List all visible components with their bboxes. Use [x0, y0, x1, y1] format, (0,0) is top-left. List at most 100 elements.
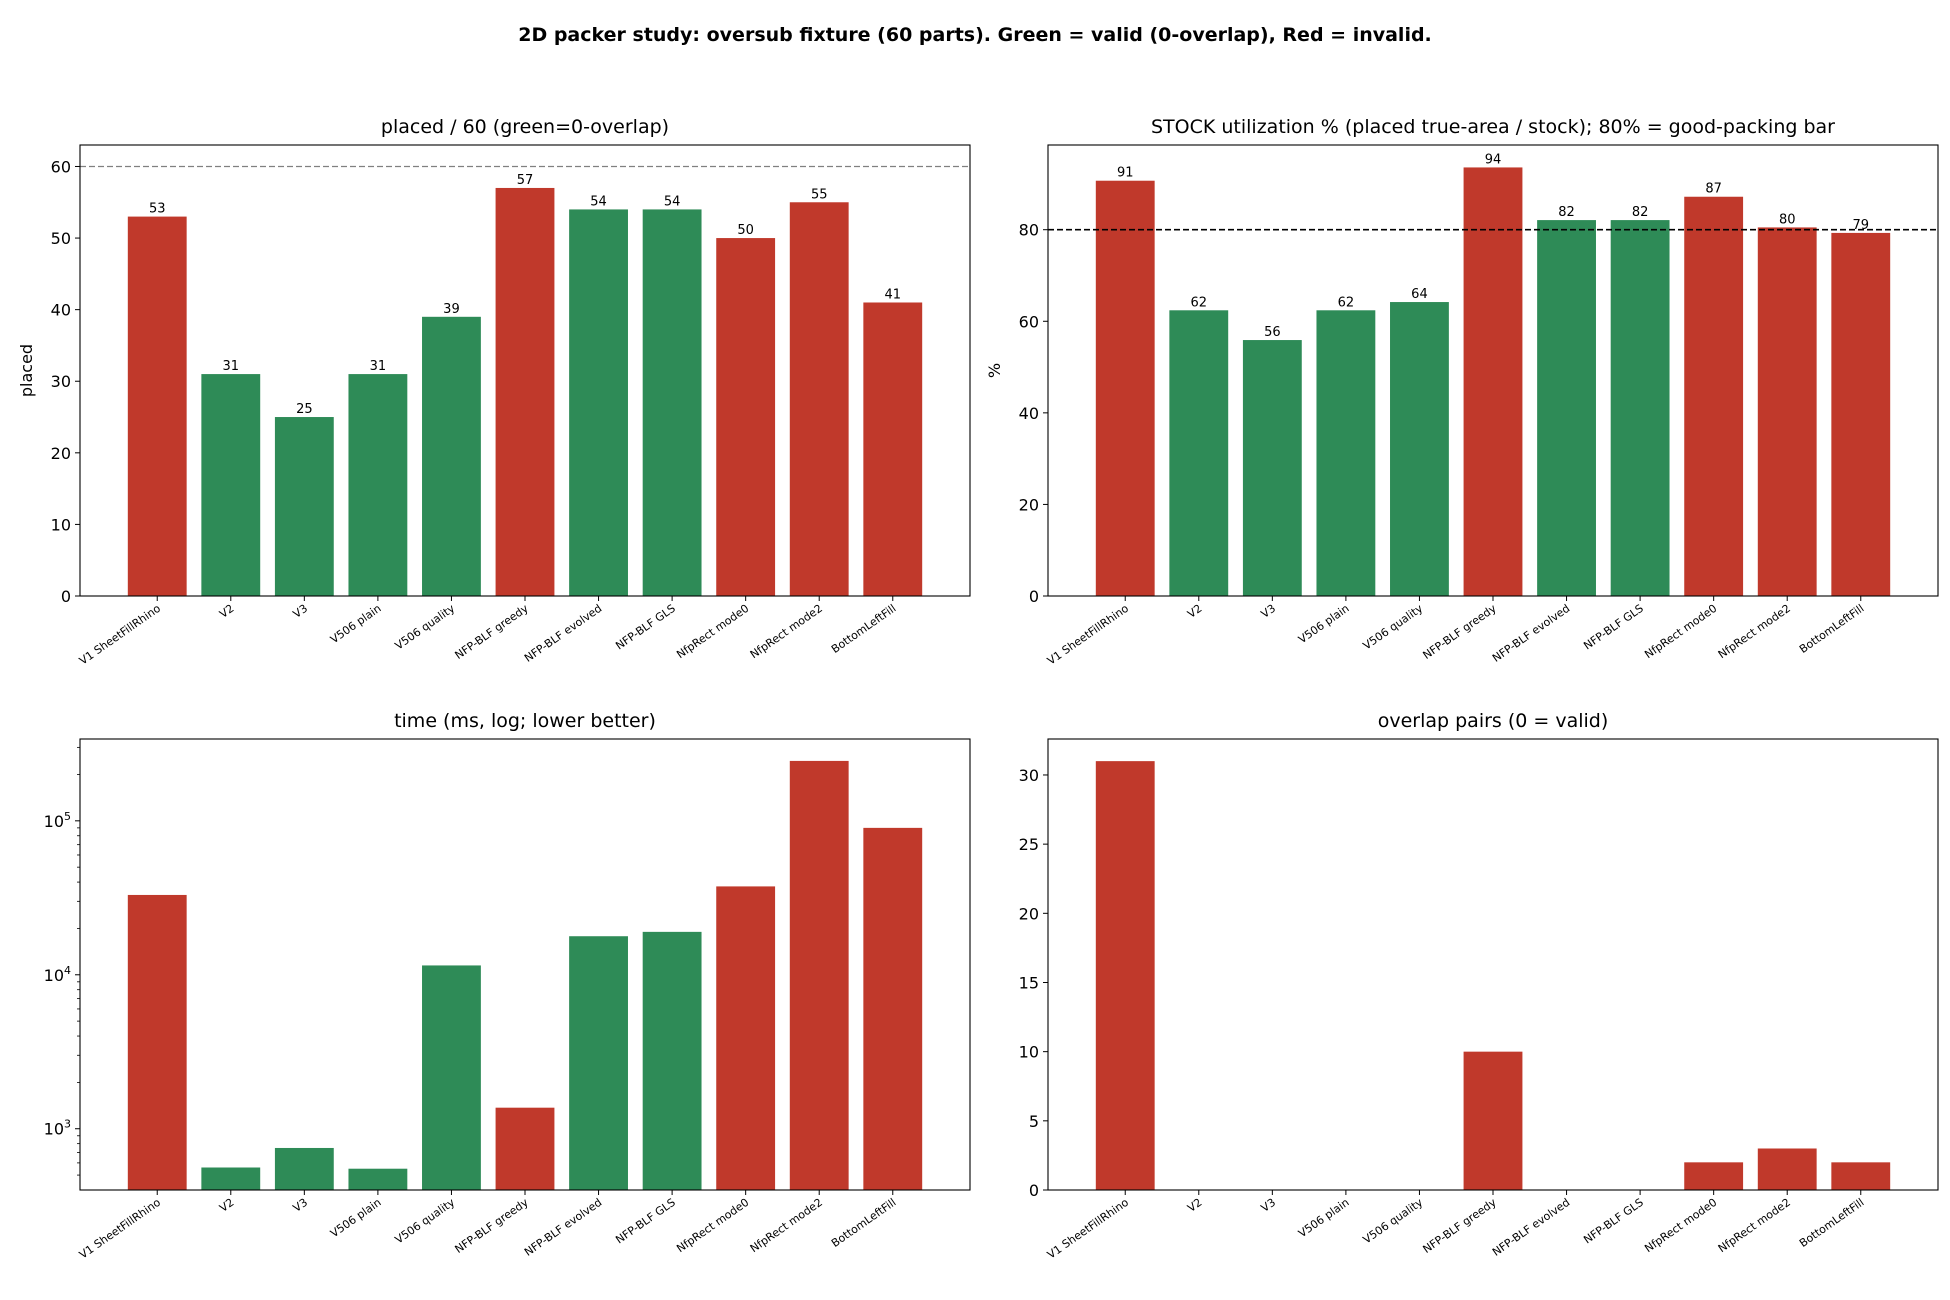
panels: placed / 60 (green=0-overlap)53312531395… [17, 116, 1939, 1262]
data-label-utilization-8: 87 [1705, 182, 1722, 197]
x-tick-label: NfpRect mode0 [1642, 1196, 1719, 1255]
data-label-placed-7: 54 [664, 194, 681, 209]
y-axis: 0 20 40 60 80 [1019, 221, 1048, 606]
x-tick-label: NfpRect mode0 [1642, 602, 1719, 661]
data-label-placed-2: 25 [296, 402, 313, 417]
y-axis: 0 5 10 15 20 25 30 [1019, 766, 1048, 1200]
y-tick-label: 60 [1019, 312, 1039, 331]
x-tick-label: V3 [1259, 1196, 1278, 1215]
panel-utilization: STOCK utilization % (placed true-area / … [985, 116, 1939, 668]
x-tick-label: V3 [291, 602, 310, 621]
y-axis-label: % [985, 363, 1004, 378]
y-axis-label: placed [17, 344, 36, 397]
y-tick-label: 25 [1019, 835, 1039, 854]
x-axis: V1 SheetFillRhino V2 V3 V506 plain V506 qual… [77, 1190, 898, 1262]
y-tick-label: 50 [51, 229, 71, 248]
bars [1095, 167, 1891, 597]
data-label-utilization-2: 56 [1264, 325, 1281, 340]
y-tick-label: 40 [1019, 404, 1039, 423]
x-tick-label: V506 plain [328, 1196, 384, 1240]
x-tick-label: NfpRect mode0 [674, 602, 751, 661]
y-tick-label: 80 [1019, 221, 1039, 240]
bar-utilization-0 [1095, 180, 1155, 597]
y-tick-label: 15 [1019, 973, 1039, 992]
x-tick-label: V1 SheetFillRhino [77, 1196, 163, 1262]
x-tick-label: NfpRect mode2 [1716, 1196, 1793, 1255]
x-tick-label: V506 quality [393, 1196, 458, 1247]
panel-title: overlap pairs (0 = valid) [1378, 710, 1609, 732]
y-tick-label: 104 [44, 964, 71, 985]
data-label-utilization-10: 79 [1852, 218, 1869, 233]
bar-utilization-10 [1831, 232, 1891, 597]
x-tick-label: NFP-BLF GLS [613, 602, 678, 653]
bar-overlap-5 [1463, 1051, 1523, 1190]
bar-placed-2 [274, 417, 334, 596]
y-tick-label: 30 [1019, 766, 1039, 785]
bar-overlap-9 [1757, 1148, 1817, 1190]
y-tick-label: 10 [1019, 1043, 1039, 1062]
data-label-utilization-0: 91 [1117, 166, 1134, 181]
panel-placed: placed / 60 (green=0-overlap)53312531395… [17, 116, 971, 668]
bar-time-7 [642, 931, 702, 1190]
bar-overlap-10 [1831, 1162, 1891, 1190]
y-tick-label: 5 [1029, 1112, 1039, 1131]
panel-title: STOCK utilization % (placed true-area / … [1151, 116, 1835, 138]
y-tick-label: 0 [61, 587, 71, 606]
data-label-utilization-3: 62 [1338, 295, 1355, 310]
bar-overlap-0 [1095, 761, 1155, 1190]
bar-utilization-5 [1463, 167, 1523, 596]
x-tick-label: NFP-BLF GLS [613, 1196, 678, 1247]
bars [127, 760, 923, 1190]
bar-time-8 [716, 886, 776, 1190]
x-tick-label: NfpRect mode0 [674, 1196, 751, 1255]
x-tick-label: V1 SheetFillRhino [1045, 602, 1131, 668]
data-label-utilization-4: 64 [1411, 287, 1428, 302]
data-label-placed-3: 31 [370, 359, 387, 374]
y-tick-label: 103 [44, 1118, 71, 1139]
y-axis: 0 10 20 30 40 50 60 [51, 157, 80, 606]
x-tick-label: V2 [1185, 1196, 1204, 1215]
y-tick-label: 0 [1029, 587, 1039, 606]
panel-overlap: overlap pairs (0 = valid) 0 5 10 15 20 25 30 V1 … [1019, 710, 1939, 1261]
data-labels: 53 31 25 31 39 57 54 54 50 55 41 [149, 173, 901, 417]
x-tick-label: NFP-BLF greedy [453, 602, 532, 662]
bar-time-9 [789, 760, 849, 1190]
x-tick-label: NFP-BLF evolved [522, 1196, 604, 1259]
x-tick-label: NfpRect mode2 [1716, 602, 1793, 661]
y-axis: 103 104 105 [44, 810, 80, 1139]
x-tick-label: NFP-BLF evolved [1490, 1196, 1572, 1259]
bar-utilization-7 [1610, 220, 1670, 596]
data-label-placed-4: 39 [443, 302, 460, 317]
bar-placed-4 [422, 316, 481, 596]
bar-time-1 [201, 1167, 261, 1190]
bar-utilization-6 [1537, 220, 1596, 596]
data-label-placed-10: 41 [884, 287, 901, 302]
panel-title: placed / 60 (green=0-overlap) [381, 116, 669, 138]
figure-title: 2D packer study: oversub fixture (60 par… [518, 24, 1432, 46]
y-tick-label: 20 [1019, 904, 1039, 923]
x-tick-label: V506 plain [1296, 1196, 1352, 1240]
x-tick-label: NFP-BLF evolved [1490, 602, 1572, 665]
y-tick-label: 105 [44, 810, 71, 831]
x-tick-label: BottomLeftFill [829, 602, 899, 656]
x-tick-label: V1 SheetFillRhino [77, 602, 163, 668]
bar-placed-5 [495, 187, 555, 596]
bar-time-5 [495, 1107, 555, 1190]
x-tick-label: BottomLeftFill [1797, 1196, 1867, 1250]
x-tick-label: V2 [217, 1196, 236, 1215]
x-tick-label: V506 quality [1361, 1196, 1426, 1247]
data-label-utilization-5: 94 [1485, 152, 1502, 167]
data-label-utilization-7: 82 [1632, 205, 1649, 220]
data-label-placed-9: 55 [811, 187, 828, 202]
bar-time-10 [863, 827, 923, 1190]
x-tick-label: NFP-BLF greedy [1421, 602, 1500, 662]
bar-time-3 [348, 1168, 408, 1190]
bar-utilization-4 [1390, 302, 1449, 596]
x-tick-label: V3 [291, 1196, 310, 1215]
bar-placed-8 [716, 238, 776, 597]
panel-title: time (ms, log; lower better) [394, 710, 656, 732]
data-label-placed-6: 54 [590, 194, 607, 209]
x-tick-label: V2 [217, 602, 236, 621]
bar-utilization-8 [1684, 196, 1744, 597]
bar-time-6 [569, 936, 628, 1190]
